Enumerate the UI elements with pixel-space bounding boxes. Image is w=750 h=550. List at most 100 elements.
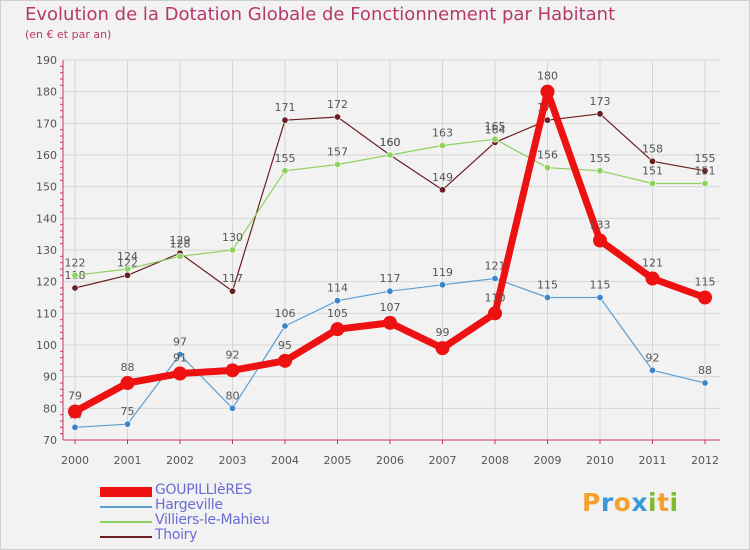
data-point-hargeville [648, 366, 656, 374]
legend-swatch-villiers-le-mahieu [100, 520, 152, 523]
legend-item-hargeville: Hargeville [100, 497, 340, 514]
y-tick-label: 70 [43, 434, 57, 447]
data-label-thoiry: 155 [695, 152, 716, 165]
data-label-goupillieres: 95 [278, 339, 292, 352]
data-point-goupillieres [173, 366, 187, 381]
data-label-thoiry: 149 [432, 171, 453, 184]
legend-label-thoiry: Thoiry [155, 527, 198, 543]
x-tick-label: 2011 [639, 454, 667, 467]
data-point-hargeville [333, 297, 341, 305]
x-tick-label: 2003 [219, 454, 247, 467]
logo-letter: o [613, 488, 632, 517]
data-point-thoiry [701, 167, 709, 175]
data-label-hargeville: 121 [485, 260, 506, 273]
logo-letter: r [600, 488, 614, 517]
data-label-thoiry: 122 [117, 256, 138, 269]
data-label-hargeville: 115 [537, 279, 558, 292]
x-tick-label: 2001 [114, 454, 142, 467]
y-tick-label: 160 [36, 149, 57, 162]
data-label-villiers-le-mahieu: 151 [695, 165, 716, 178]
legend-label-goupillieres: GOUPILLIèRES [155, 482, 252, 498]
data-label-hargeville: 92 [646, 351, 660, 364]
data-label-hargeville: 114 [327, 282, 348, 295]
x-tick-label: 2009 [534, 454, 562, 467]
legend-item-goupillieres: GOUPILLIèRES [100, 482, 340, 499]
data-label-goupillieres: 99 [436, 326, 450, 339]
data-label-thoiry: 129 [170, 234, 191, 247]
legend-label-hargeville: Hargeville [155, 497, 223, 513]
data-point-hargeville [386, 287, 394, 295]
data-point-thoiry [596, 110, 604, 118]
data-label-goupillieres: 110 [485, 291, 506, 304]
data-point-goupillieres [68, 404, 82, 419]
data-label-goupillieres: 105 [327, 307, 348, 320]
data-label-villiers-le-mahieu: 122 [65, 256, 86, 269]
legend-label-villiers-le-mahieu: Villiers-le-Mahieu [155, 512, 270, 528]
x-tick-label: 2000 [61, 454, 89, 467]
data-point-villiers-le-mahieu [438, 142, 446, 150]
x-tick-label: 2007 [429, 454, 457, 467]
data-point-hargeville [701, 379, 709, 387]
data-point-goupillieres [540, 84, 555, 99]
legend-swatch-thoiry [100, 535, 152, 538]
data-point-villiers-le-mahieu [648, 180, 656, 188]
legend-swatch-hargeville [100, 505, 152, 508]
data-point-thoiry [543, 116, 551, 124]
data-label-thoiry: 173 [590, 95, 611, 108]
x-tick-label: 2008 [481, 454, 509, 467]
logo-letter: i [669, 488, 679, 517]
data-label-thoiry: 158 [642, 142, 663, 155]
data-label-villiers-le-mahieu: 160 [380, 136, 401, 149]
data-label-goupillieres: 88 [121, 361, 135, 374]
data-point-goupillieres [330, 322, 345, 337]
y-tick-label: 170 [36, 117, 57, 130]
data-label-villiers-le-mahieu: 157 [327, 146, 348, 159]
data-point-villiers-le-mahieu [386, 151, 394, 159]
data-point-villiers-le-mahieu [124, 265, 132, 273]
data-point-hargeville [229, 404, 237, 412]
data-label-thoiry: 172 [327, 98, 348, 111]
data-point-goupillieres [435, 341, 450, 356]
x-tick-label: 2004 [271, 454, 299, 467]
data-point-hargeville [176, 350, 184, 358]
data-label-hargeville: 117 [380, 272, 401, 285]
data-point-thoiry [281, 116, 289, 124]
data-label-hargeville: 88 [698, 364, 712, 377]
series-goupillieres: 79 88 91 92 95 105 107 99 110 180 133 121 115 [68, 70, 716, 419]
data-label-hargeville: 80 [226, 389, 240, 402]
legend-item-villiers-le-mahieu: Villiers-le-Mahieu [100, 512, 340, 529]
data-label-thoiry: 171 [275, 101, 296, 114]
data-point-goupillieres [488, 306, 502, 321]
data-point-villiers-le-mahieu [333, 161, 341, 169]
data-label-villiers-le-mahieu: 165 [485, 120, 506, 133]
data-label-goupillieres: 133 [590, 219, 611, 232]
logo-letter: P [582, 488, 601, 517]
data-point-goupillieres [225, 363, 240, 378]
data-label-thoiry: 117 [222, 272, 243, 285]
data-point-thoiry [438, 186, 446, 194]
y-tick-label: 90 [43, 371, 57, 384]
proxiti-logo: Proxiti [582, 488, 679, 517]
legend-item-thoiry: Thoiry [100, 527, 340, 544]
data-label-villiers-le-mahieu: 128 [170, 237, 191, 250]
data-point-goupillieres [593, 233, 607, 248]
logo-letter: x [631, 488, 648, 517]
data-point-hargeville [71, 423, 79, 431]
data-point-hargeville [491, 274, 499, 282]
data-label-villiers-le-mahieu: 163 [432, 127, 453, 140]
data-point-goupillieres [278, 353, 292, 368]
data-point-villiers-le-mahieu [229, 246, 237, 254]
data-point-villiers-le-mahieu [701, 180, 709, 188]
data-label-thoiry: 160 [380, 136, 401, 149]
data-point-goupillieres [383, 315, 397, 330]
data-point-villiers-le-mahieu [281, 167, 289, 175]
data-label-goupillieres: 115 [695, 276, 716, 289]
y-tick-label: 130 [36, 244, 57, 257]
x-tick-label: 2005 [324, 454, 352, 467]
data-label-villiers-le-mahieu: 156 [537, 149, 558, 162]
x-tick-label: 2006 [376, 454, 404, 467]
data-point-hargeville [281, 322, 289, 330]
y-tick-label: 180 [36, 86, 57, 99]
data-point-villiers-le-mahieu [596, 167, 604, 175]
